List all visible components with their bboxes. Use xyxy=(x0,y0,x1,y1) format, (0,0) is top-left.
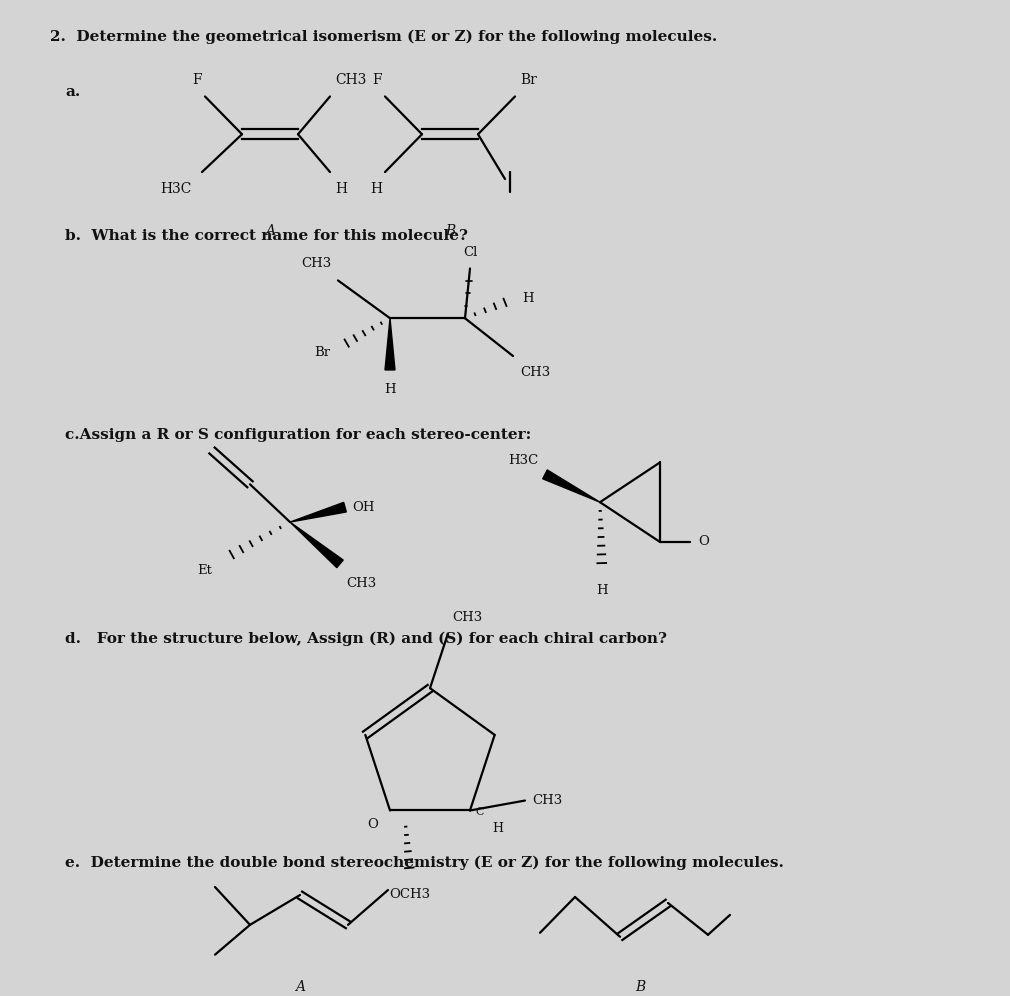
Text: H3C: H3C xyxy=(161,182,192,196)
Text: H: H xyxy=(492,823,503,836)
Text: F: F xyxy=(373,73,382,87)
Text: Br: Br xyxy=(520,73,537,87)
Text: d.   For the structure below, Assign (R) and (S) for each chiral carbon?: d. For the structure below, Assign (R) a… xyxy=(65,631,667,645)
Text: H: H xyxy=(370,182,382,196)
Polygon shape xyxy=(290,502,346,522)
Text: a.: a. xyxy=(65,85,80,99)
Text: CH3: CH3 xyxy=(520,366,550,378)
Text: O: O xyxy=(698,536,709,549)
Text: H: H xyxy=(335,182,347,196)
Polygon shape xyxy=(542,470,600,502)
Text: A: A xyxy=(265,224,275,238)
Text: Et: Et xyxy=(197,564,212,577)
Text: F: F xyxy=(192,73,202,87)
Text: B: B xyxy=(635,979,645,994)
Text: CH3: CH3 xyxy=(335,73,367,87)
Text: 2.  Determine the geometrical isomerism (E or Z) for the following molecules.: 2. Determine the geometrical isomerism (… xyxy=(50,30,717,44)
Text: CH3: CH3 xyxy=(346,577,377,590)
Text: H: H xyxy=(384,382,396,395)
Text: O: O xyxy=(368,819,378,832)
Text: CH3: CH3 xyxy=(302,258,332,271)
Text: H: H xyxy=(522,292,533,305)
Text: CH3: CH3 xyxy=(532,794,563,807)
Text: OH: OH xyxy=(352,501,375,514)
Text: C: C xyxy=(475,808,484,818)
Text: H3C: H3C xyxy=(508,454,538,467)
Text: e.  Determine the double bond stereochemistry (E or Z) for the following molecul: e. Determine the double bond stereochemi… xyxy=(65,856,784,870)
Text: CH3: CH3 xyxy=(452,611,482,623)
Text: b.  What is the correct name for this molecule?: b. What is the correct name for this mol… xyxy=(65,229,468,243)
Text: Cl: Cl xyxy=(463,246,477,259)
Text: H: H xyxy=(596,584,608,597)
Text: B: B xyxy=(444,224,456,238)
Text: c.Assign a R or S configuration for each stereo-center:: c.Assign a R or S configuration for each… xyxy=(65,427,531,441)
Text: A: A xyxy=(295,979,305,994)
Text: Br: Br xyxy=(314,346,330,359)
Polygon shape xyxy=(385,319,395,370)
Text: OCH3: OCH3 xyxy=(390,888,430,901)
Polygon shape xyxy=(290,522,343,568)
